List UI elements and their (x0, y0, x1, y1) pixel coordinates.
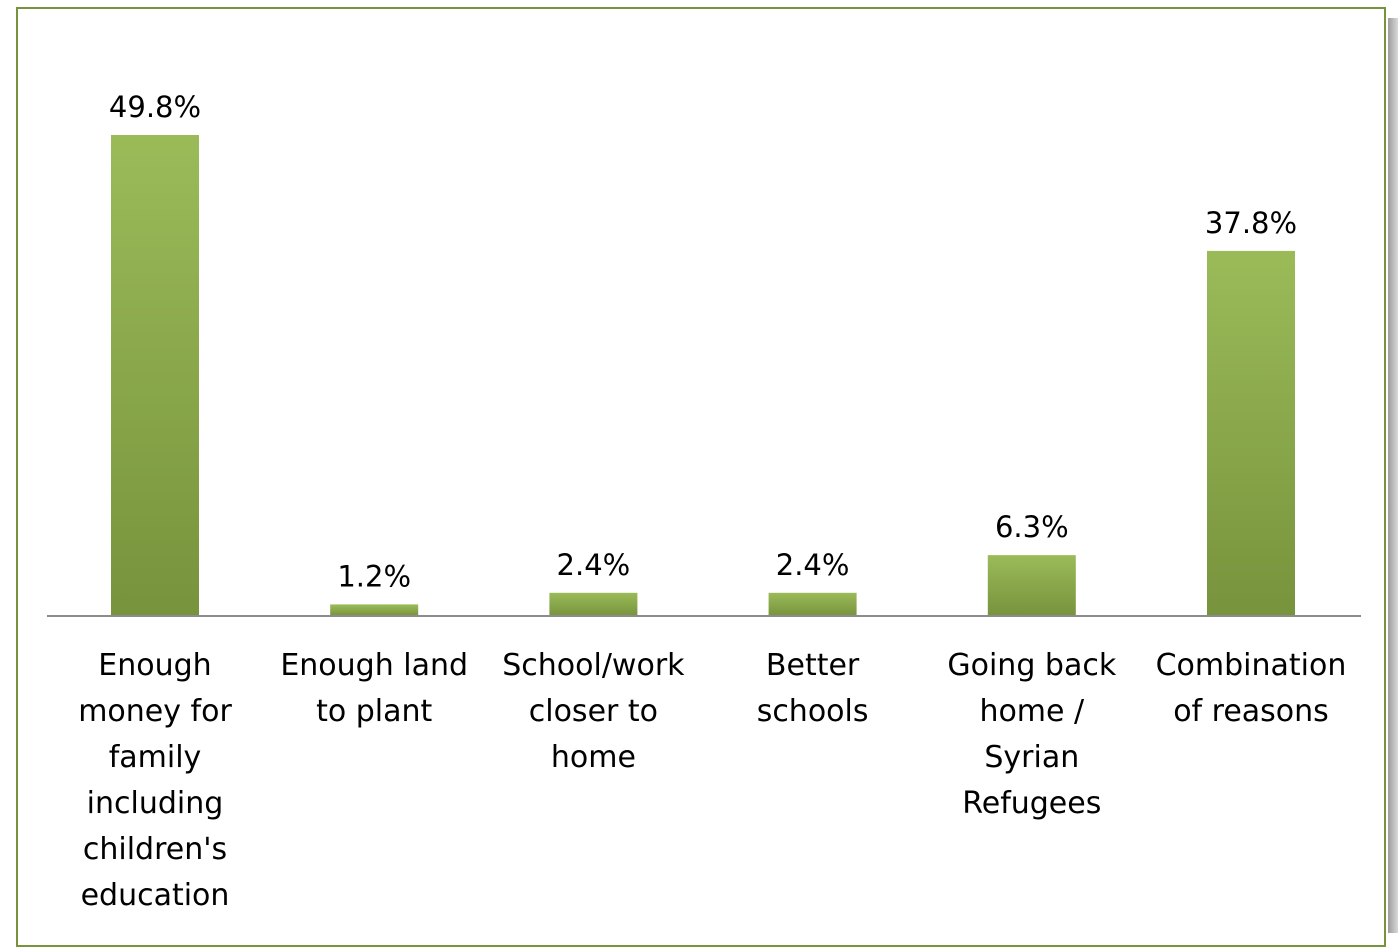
category-label: Going back home / Syrian Refugees (947, 648, 1117, 821)
bar (111, 135, 199, 616)
data-label: 49.8% (109, 90, 201, 124)
bar (987, 555, 1076, 616)
bar (549, 592, 638, 616)
category-label: Combination of reasons (1155, 648, 1347, 729)
category-label: School/work closer to home (502, 648, 685, 775)
category-label: Enough land to plant (280, 648, 469, 729)
bar (330, 604, 419, 616)
data-label: 2.4% (776, 548, 850, 582)
frame-shadow (1388, 18, 1398, 933)
category-label: Better schools (756, 648, 869, 729)
data-label: 37.8% (1205, 206, 1297, 240)
chart-frame (16, 7, 1386, 947)
data-label: 6.3% (995, 510, 1069, 544)
data-label: 2.4% (557, 548, 631, 582)
bar (1207, 250, 1295, 616)
data-label: 1.2% (337, 559, 411, 593)
category-label: Enough money for family including childr… (78, 648, 232, 913)
bar (768, 592, 857, 616)
